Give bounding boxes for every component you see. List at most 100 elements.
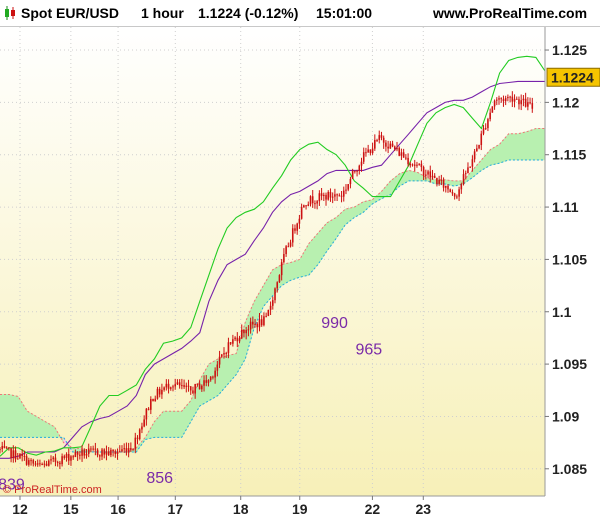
candle-body bbox=[74, 451, 77, 458]
candle-body bbox=[420, 163, 423, 168]
candle-body bbox=[365, 152, 367, 154]
candle-body bbox=[203, 380, 205, 386]
y-axis-ticks: 1.085 1.09 1.095 1.1 1.105 1.11 1.115 1.12 1.125 bbox=[545, 42, 587, 477]
candle-body bbox=[118, 451, 121, 453]
y-tick-label: 1.09 bbox=[552, 408, 579, 424]
quote-time: 15:01:00 bbox=[316, 5, 373, 21]
candle-body bbox=[92, 448, 94, 450]
y-tick-label: 1.12 bbox=[552, 94, 579, 110]
x-tick-label: 23 bbox=[415, 501, 431, 517]
candle-body bbox=[398, 147, 401, 156]
price-annotation: 965 bbox=[355, 341, 382, 358]
candle-body bbox=[300, 207, 303, 219]
candle-body bbox=[145, 408, 148, 420]
candle-body bbox=[1, 446, 4, 450]
candle-body bbox=[238, 338, 241, 342]
candle-body bbox=[411, 164, 414, 166]
candle-body bbox=[192, 390, 194, 394]
chart-header: Spot EUR/USD 1 hour 1.1224 (-0.12%) 15:0… bbox=[0, 0, 600, 27]
candle-body bbox=[360, 161, 363, 166]
candle-body bbox=[169, 387, 172, 389]
candle-body bbox=[163, 387, 165, 390]
x-tick-label: 16 bbox=[110, 501, 126, 517]
candle-body bbox=[32, 460, 35, 464]
cloud-bullish-segment bbox=[508, 133, 519, 161]
candle-body bbox=[240, 329, 243, 339]
candle-body bbox=[396, 147, 398, 150]
candle-body bbox=[130, 448, 132, 450]
candle-body bbox=[473, 151, 476, 160]
candle-body bbox=[243, 329, 245, 334]
candle-body bbox=[294, 228, 296, 231]
candle-body bbox=[389, 143, 392, 149]
x-tick-label: 12 bbox=[12, 501, 28, 517]
candlestick-icon bbox=[5, 6, 15, 20]
candle-body bbox=[181, 385, 183, 387]
candle-body bbox=[136, 437, 139, 440]
candle-body bbox=[482, 128, 485, 134]
candle-body bbox=[480, 133, 483, 146]
y-tick-label: 1.11 bbox=[552, 199, 579, 215]
candle-body bbox=[252, 321, 254, 325]
candle-body bbox=[484, 128, 487, 130]
candle-body bbox=[311, 196, 314, 204]
candle-body bbox=[23, 455, 26, 457]
candle-body bbox=[47, 460, 50, 466]
senkou-span-a bbox=[0, 128, 545, 453]
candle-body bbox=[449, 189, 452, 193]
y-axis-panel bbox=[545, 27, 600, 496]
candle-body bbox=[478, 145, 480, 149]
candle-body bbox=[460, 184, 463, 190]
candle-body bbox=[531, 103, 534, 109]
candle-body bbox=[61, 456, 63, 465]
x-tick-label: 17 bbox=[168, 501, 184, 517]
candle-body bbox=[263, 316, 265, 326]
candle-body bbox=[267, 309, 270, 316]
candle-body bbox=[167, 383, 170, 389]
candle-body bbox=[21, 453, 23, 456]
candle-body bbox=[8, 447, 10, 449]
cloud-bullish-segment bbox=[172, 410, 182, 438]
timeframe-label[interactable]: 1 hour bbox=[141, 5, 184, 21]
candle-body bbox=[112, 449, 114, 452]
candle-body bbox=[524, 98, 527, 107]
candle-body bbox=[471, 159, 474, 167]
candle-body bbox=[425, 174, 427, 176]
candle-body bbox=[198, 383, 201, 390]
candle-body bbox=[207, 380, 210, 383]
candle-body bbox=[382, 137, 385, 143]
candle-body bbox=[103, 449, 106, 455]
candle-body bbox=[34, 463, 37, 465]
candle-body bbox=[83, 449, 86, 456]
candle-body bbox=[495, 99, 498, 101]
candle-body bbox=[216, 364, 219, 371]
candle-body bbox=[14, 450, 17, 460]
candle-body bbox=[329, 191, 332, 198]
candle-body bbox=[327, 191, 330, 200]
candle-body bbox=[493, 100, 496, 107]
candle-body bbox=[45, 463, 48, 466]
candle-body bbox=[387, 146, 389, 149]
candle-body bbox=[418, 163, 420, 165]
candle-body bbox=[376, 139, 378, 141]
candle-body bbox=[28, 460, 30, 465]
candle-body bbox=[285, 246, 287, 255]
senkou-span-b bbox=[0, 159, 545, 453]
candle-body bbox=[85, 453, 88, 456]
site-url[interactable]: www.ProRealTime.com bbox=[433, 5, 588, 21]
candle-body bbox=[236, 337, 239, 342]
candle-body bbox=[336, 194, 338, 196]
candle-body bbox=[39, 463, 41, 465]
candle-body bbox=[436, 177, 438, 184]
price-annotation: 856 bbox=[146, 470, 173, 487]
price-series bbox=[0, 91, 534, 470]
candle-body bbox=[498, 98, 500, 100]
candle-body bbox=[391, 143, 394, 147]
candle-body bbox=[402, 152, 405, 158]
candle-body bbox=[147, 408, 150, 410]
candle-body bbox=[500, 98, 503, 100]
last-price-change: 1.1224 (-0.12%) bbox=[198, 5, 299, 21]
candle-body bbox=[367, 149, 369, 153]
candle-body bbox=[152, 399, 154, 402]
